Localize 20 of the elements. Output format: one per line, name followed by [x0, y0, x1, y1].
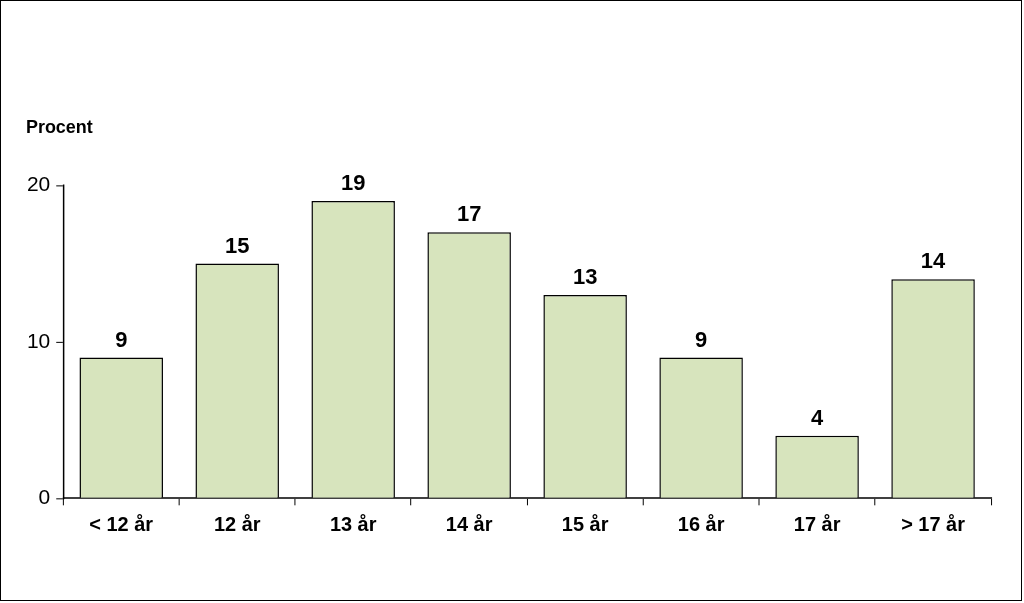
x-tick-label: 13 år [329, 512, 377, 535]
y-tick-label: 20 [26, 172, 51, 196]
x-tick-label: > 17 år [901, 512, 966, 535]
data-label: 9 [695, 326, 708, 352]
x-tick-label: 17 år [793, 512, 841, 535]
x-tick-label: 12 år [213, 512, 261, 535]
x-tick-label: 14 år [445, 512, 493, 535]
y-tick-label: 10 [26, 328, 51, 352]
y-axis-title: Procent [25, 116, 93, 137]
data-label: 19 [340, 170, 366, 196]
data-label: 14 [920, 248, 947, 274]
data-label: 13 [572, 264, 598, 290]
data-label: 9 [115, 326, 128, 352]
x-tick-label: < 12 år [89, 512, 154, 535]
x-tick-label: 15 år [561, 512, 609, 535]
data-label: 15 [224, 232, 250, 258]
data-label: 4 [810, 404, 824, 430]
y-tick-label: 0 [38, 485, 51, 509]
data-label: 17 [456, 201, 482, 227]
x-tick-label: 16 år [677, 512, 725, 535]
